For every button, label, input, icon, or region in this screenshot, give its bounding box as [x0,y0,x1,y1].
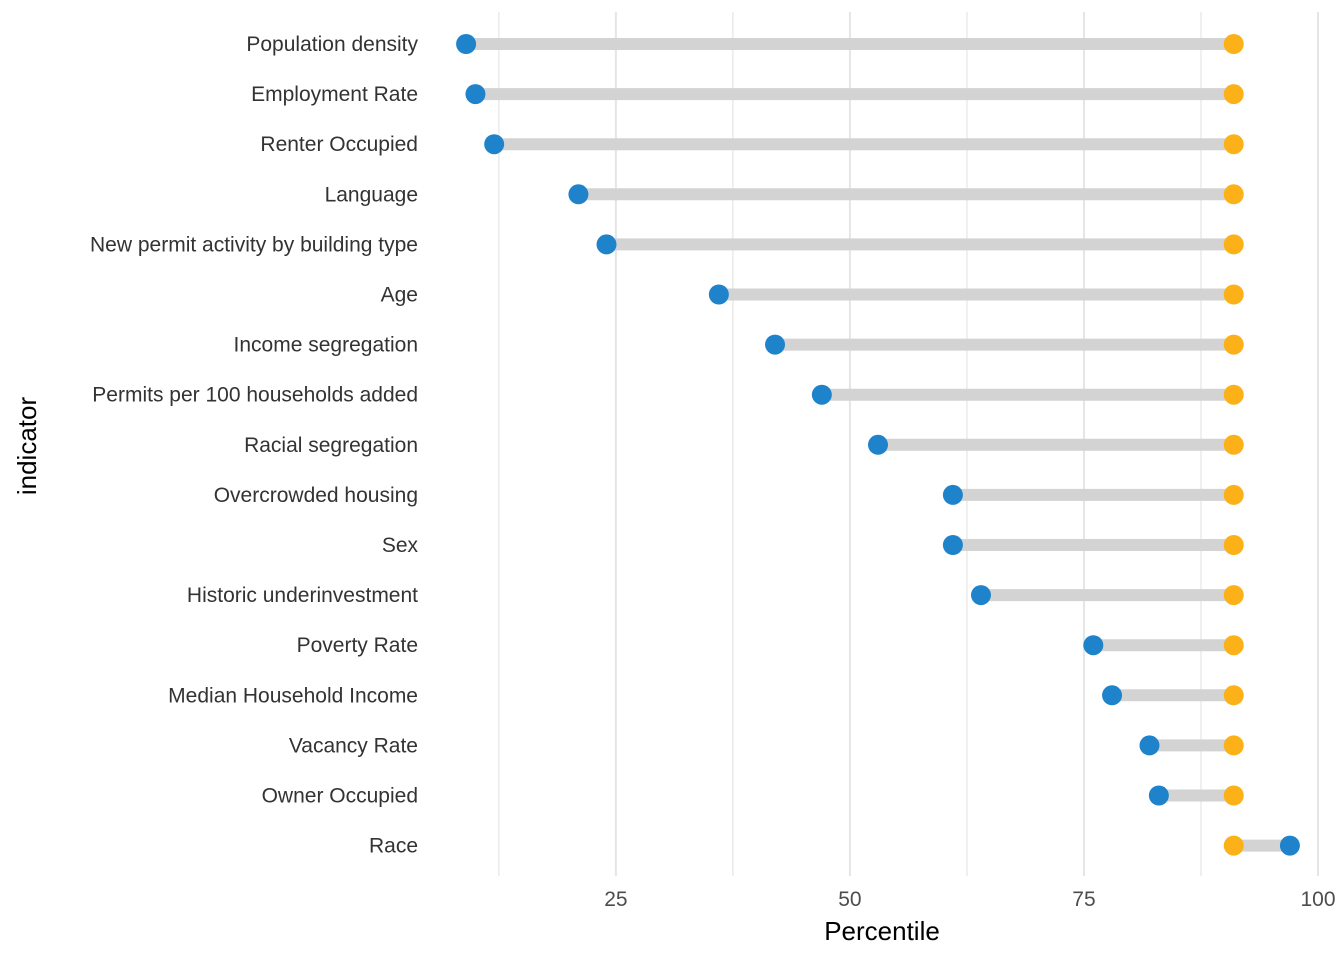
segments [466,38,1290,852]
category-label: Overcrowded housing [214,484,418,507]
category-label: Language [325,183,418,206]
y-axis-title: indicator [12,397,42,496]
high-point [1223,585,1244,606]
points [456,34,1300,856]
high-point [1223,535,1244,555]
x-tick-label: 25 [604,888,627,911]
low-point [1279,835,1300,856]
low-point [1148,785,1169,806]
category-label: Sex [382,534,419,557]
category-label: Historic underinvestment [187,584,418,607]
low-point [868,434,888,455]
category-label: Population density [246,33,418,56]
high-point [1223,134,1244,155]
low-point [456,34,477,54]
x-axis-title: Percentile [824,916,940,946]
category-label: Renter Occupied [260,133,418,156]
high-point [1223,84,1244,105]
high-point [1223,234,1244,255]
category-label: Employment Rate [251,83,418,106]
category-labels: Population density Employment Rate Renter … [90,33,418,858]
low-point [1083,635,1104,656]
category-label: Race [369,835,418,858]
category-label: Racial segregation [244,434,418,457]
x-tick-label: 50 [838,888,861,911]
x-tick-label: 75 [1072,888,1095,911]
category-label: Median Household Income [168,684,418,707]
low-point [765,334,786,355]
high-point [1223,284,1244,305]
high-point [1223,334,1244,355]
low-point [568,184,589,205]
category-label: New permit activity by building type [90,233,418,256]
high-point [1223,835,1244,856]
low-point [811,384,832,405]
high-point [1223,384,1244,405]
low-point [1102,685,1123,706]
high-point [1223,785,1244,806]
low-point [970,585,991,606]
category-label: Vacancy Rate [289,734,418,757]
category-label: Permits per 100 households added [92,384,418,407]
low-point [484,134,505,155]
x-tick-label: 100 [1300,888,1335,911]
category-label: Age [381,284,418,307]
low-point [942,535,963,555]
category-label: Owner Occupied [262,785,418,808]
low-point [1139,735,1160,756]
category-label: Poverty Rate [297,634,418,657]
low-point [708,284,729,305]
high-point [1223,484,1244,505]
high-point [1223,685,1244,706]
low-point [596,234,617,255]
high-point [1223,635,1244,656]
high-point [1223,434,1244,455]
high-point [1223,184,1244,205]
high-point [1223,34,1244,54]
x-tick-labels: 25 50 75 100 [604,888,1335,911]
low-point [465,84,486,105]
low-point [942,484,963,505]
high-point [1223,735,1244,756]
category-label: Income segregation [234,334,418,357]
